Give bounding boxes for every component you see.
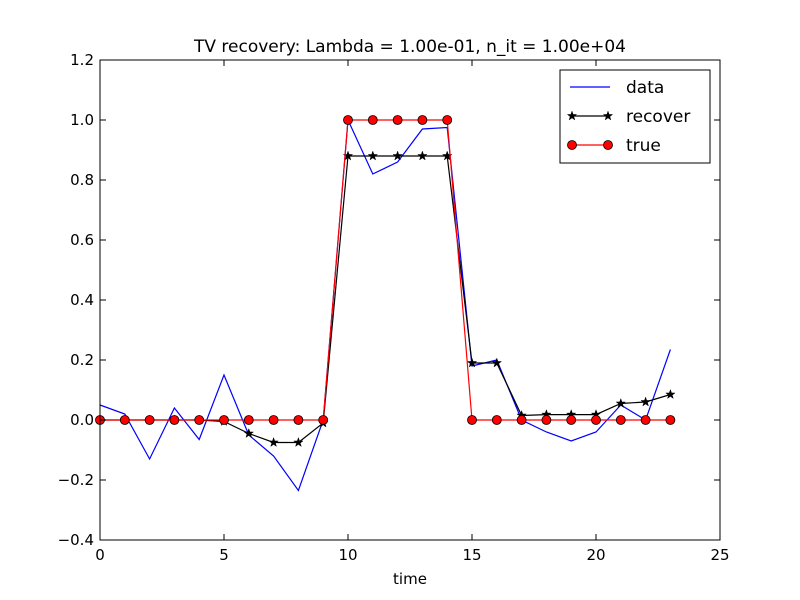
x-tick-label: 25	[710, 546, 729, 564]
x-tick-label: 20	[586, 546, 605, 564]
data-point-true-11	[367, 115, 378, 125]
y-tick-label: −0.2	[58, 471, 94, 489]
x-tick-label: 10	[338, 546, 357, 564]
data-point-true-6	[243, 415, 254, 425]
data-point-true-16	[491, 415, 502, 425]
legend-marker-true	[567, 140, 577, 150]
data-point-true-19	[566, 415, 577, 425]
data-point-recover-8	[293, 436, 304, 448]
data-point-true-13	[417, 115, 428, 125]
x-tick-label: 5	[219, 546, 229, 564]
y-tick-label: 0.4	[70, 291, 94, 309]
data-point-true-15	[467, 415, 477, 425]
legend-label-data: data	[626, 78, 664, 98]
chart-title: TV recovery: Lambda = 1.00e-01, n_it = 1…	[193, 37, 626, 57]
legend-marker-true	[603, 140, 613, 150]
x-tick-label: 15	[462, 546, 481, 564]
x-tick-label: 0	[95, 546, 105, 564]
data-point-true-21	[615, 415, 626, 425]
data-point-recover-11	[367, 150, 379, 161]
data-point-recover-6	[243, 427, 255, 439]
legend-marker-recover	[566, 110, 578, 121]
legend-marker-recover	[602, 110, 614, 121]
x-axis-label: time	[393, 570, 427, 588]
data-point-true-7	[268, 415, 279, 425]
y-tick-label: 0.0	[70, 411, 94, 429]
y-tick-label: −0.4	[58, 531, 94, 549]
data-point-recover-7	[268, 436, 279, 448]
y-tick-label: 0.6	[70, 231, 94, 249]
data-point-recover-22	[640, 396, 651, 407]
data-point-recover-16	[491, 357, 503, 368]
data-point-true-20	[591, 415, 601, 425]
legend-label-recover: recover	[626, 107, 690, 127]
series-line-data	[99, 117, 671, 492]
y-tick-label: 0.8	[70, 171, 94, 189]
legend: data recover true	[559, 69, 711, 164]
data-point-true-17	[516, 415, 527, 425]
data-point-true-10	[343, 115, 353, 125]
data-point-recover-12	[392, 150, 403, 161]
data-point-true-1	[119, 415, 130, 425]
data-point-true-3	[169, 415, 180, 425]
data-point-true-12	[392, 115, 403, 125]
data-point-recover-21	[615, 397, 627, 409]
data-point-true-4	[194, 415, 205, 425]
data-point-true-2	[144, 415, 155, 425]
data-point-recover-13	[417, 150, 428, 161]
data-point-true-14	[442, 115, 453, 125]
data-point-true-9	[318, 415, 329, 425]
legend-label-true: true	[626, 136, 661, 156]
data-point-true-5	[219, 415, 229, 425]
y-tick-label: 1.0	[70, 111, 94, 129]
data-point-true-18	[541, 415, 552, 425]
axes: 0 5 10 15 20 25 −0.4 −0.2 0.0 0.2 0.4 0.6 0.8 1.0 1.2	[58, 51, 730, 564]
data-point-true-22	[640, 415, 651, 425]
y-tick-label: 0.2	[70, 351, 94, 369]
data-point-true-23	[665, 415, 676, 425]
data-point-true-8	[293, 415, 304, 425]
y-tick-label: 1.2	[70, 51, 94, 69]
data-point-recover-23	[665, 388, 676, 400]
data-point-recover-15	[466, 357, 478, 368]
